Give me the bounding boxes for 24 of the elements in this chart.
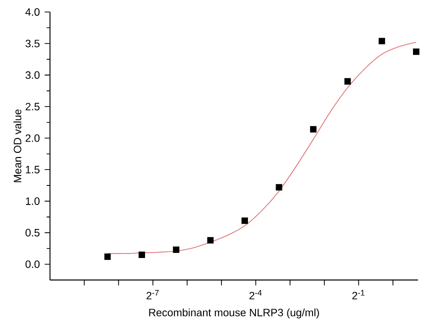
y-tick-label: 2.5	[26, 102, 40, 110]
y-tick-label: 0.5	[26, 228, 40, 236]
y-tick-label: 3.0	[26, 71, 40, 79]
point	[138, 252, 146, 258]
y-tick-label: 1.5	[26, 166, 40, 174]
y-axis-title: Mean OD value	[13, 109, 22, 182]
point	[412, 48, 420, 55]
y-tick-label: 0.0	[26, 260, 40, 268]
y-tick-label: 2.0	[26, 134, 40, 142]
x-tick-label: 2$^{-1}$	[352, 290, 364, 300]
point	[207, 237, 214, 244]
x-tick-label: 2$^{-7}$	[146, 290, 159, 300]
y-tick-label: 1.0	[26, 197, 40, 205]
point	[276, 184, 282, 191]
x-tick-label: 2$^{-4}$	[249, 290, 262, 300]
x-axis-title: Recombinant mouse NLRP3 (ug/ml)	[149, 308, 319, 318]
point	[310, 126, 317, 132]
point	[242, 218, 248, 224]
y-tick-label: 3.5	[26, 40, 40, 48]
y-tick-label: 4.0	[25, 8, 40, 16]
point	[172, 246, 180, 253]
point	[378, 38, 386, 44]
point	[104, 253, 111, 260]
point	[344, 78, 351, 85]
